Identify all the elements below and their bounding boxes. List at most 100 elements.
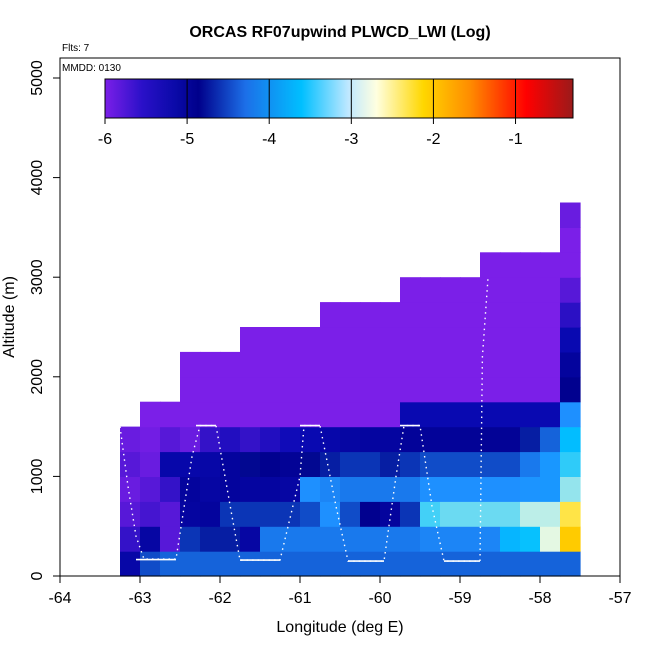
x-axis-label: Longitude (deg E) (276, 619, 403, 636)
y-tick-label: 2000 (29, 359, 46, 395)
heatmap-cell (240, 327, 261, 353)
heatmap-cell (540, 401, 561, 428)
heatmap-cell (320, 451, 341, 477)
heatmap-cell (560, 252, 581, 278)
heatmap-cell (320, 476, 341, 502)
heatmap-cell (240, 426, 261, 453)
heatmap-cell (280, 526, 301, 552)
heatmap-cell (140, 401, 161, 428)
heatmap-cell (360, 501, 381, 527)
heatmap-cell (360, 327, 381, 353)
heatmap-cell (340, 451, 361, 477)
colorbar-tick-label: -6 (98, 131, 112, 148)
colorbar: -6 -5 -4 -3 -2 -1 (98, 78, 574, 148)
heatmap-cell (240, 476, 261, 502)
heatmap-cell (440, 451, 461, 477)
heatmap-cell (420, 277, 441, 303)
heatmap-cell (420, 327, 441, 353)
heatmap-cell (540, 476, 561, 502)
heatmap-cell (280, 501, 301, 527)
heatmap-cell (320, 501, 341, 527)
heatmap-cell (520, 376, 541, 403)
heatmap-cell (480, 451, 501, 477)
heatmap-cell (200, 426, 221, 453)
heatmap-cell (240, 401, 261, 428)
heatmap-cell (560, 401, 581, 428)
heatmap-cell (280, 451, 301, 477)
heatmap-cell (560, 202, 581, 228)
y-tick-label: 3000 (29, 259, 46, 295)
heatmap-cell (480, 376, 501, 403)
heatmap-cell (560, 227, 581, 253)
heatmap-cell (240, 551, 261, 577)
heatmap-cell (180, 376, 201, 403)
heatmap-cell (500, 526, 521, 552)
colorbar-tick-label: -3 (344, 131, 358, 148)
heatmap-cell (440, 426, 461, 453)
heatmap-cell (160, 426, 181, 453)
x-tick-label: -62 (208, 590, 231, 607)
date-annotation: MMDD: 0130 (62, 63, 121, 74)
x-tick-label: -61 (288, 590, 311, 607)
heatmap-cell (420, 302, 441, 328)
heatmap-cell (380, 476, 401, 502)
heatmap-cell (480, 327, 501, 353)
heatmap-cell (480, 476, 501, 502)
heatmap-cell (340, 376, 361, 403)
heatmap-cell (480, 426, 501, 453)
heatmap-cell (280, 476, 301, 502)
heatmap-cell (560, 451, 581, 477)
heatmap-cell (200, 476, 221, 502)
heatmap-cell (420, 476, 441, 502)
heatmap-cell (500, 252, 521, 278)
heatmap-cell (540, 351, 561, 378)
heatmap-cell (320, 351, 341, 378)
heatmap-cell (440, 302, 461, 328)
heatmap-cell (180, 526, 201, 552)
y-axis-label: Altitude (m) (1, 276, 18, 358)
heatmap-cell (260, 327, 281, 353)
heatmap-cell (220, 526, 241, 552)
heatmap-cell (180, 426, 201, 453)
heatmap-cell (380, 451, 401, 477)
heatmap-cell (520, 501, 541, 527)
heatmap-cell (280, 351, 301, 378)
heatmap-cell (200, 501, 221, 527)
heatmap-cell (160, 526, 181, 552)
heatmap-cell (540, 302, 561, 328)
heatmap-cell (200, 376, 221, 403)
heatmap-cell (420, 451, 441, 477)
heatmap-cell (160, 401, 181, 428)
heatmap-cell (260, 376, 281, 403)
heatmap-cell (180, 501, 201, 527)
heatmap-cell (400, 476, 421, 502)
heatmap-cell (500, 451, 521, 477)
heatmap-cell (540, 327, 561, 353)
heatmap-cell (440, 551, 461, 577)
heatmap-cell (420, 351, 441, 378)
heatmap-cell (300, 401, 321, 428)
x-axis: -64 -63 -62 -61 -60 -59 -58 -57 (48, 576, 632, 607)
heatmap-cell (140, 426, 161, 453)
heatmap-cell (240, 351, 261, 378)
heatmap-cell (400, 451, 421, 477)
y-axis: 0 1000 2000 3000 4000 5000 (29, 60, 60, 580)
heatmap-cell (440, 476, 461, 502)
heatmap-cell (480, 526, 501, 552)
heatmap-cell (280, 401, 301, 428)
heatmap-cell (500, 426, 521, 453)
heatmap-cell (500, 476, 521, 502)
heatmap-cell (460, 551, 481, 577)
heatmap-cell (380, 351, 401, 378)
heatmap-cell (400, 277, 421, 303)
y-tick-label: 4000 (29, 160, 46, 196)
heatmap-cell (160, 476, 181, 502)
heatmap-cell (420, 401, 441, 428)
heatmap-cell (460, 302, 481, 328)
heatmap-cell (240, 376, 261, 403)
heatmap-cell (360, 451, 381, 477)
heatmap-cell (220, 351, 241, 378)
heatmap-cell (220, 401, 241, 428)
heatmap-cell (220, 476, 241, 502)
heatmap-cell (520, 551, 541, 577)
